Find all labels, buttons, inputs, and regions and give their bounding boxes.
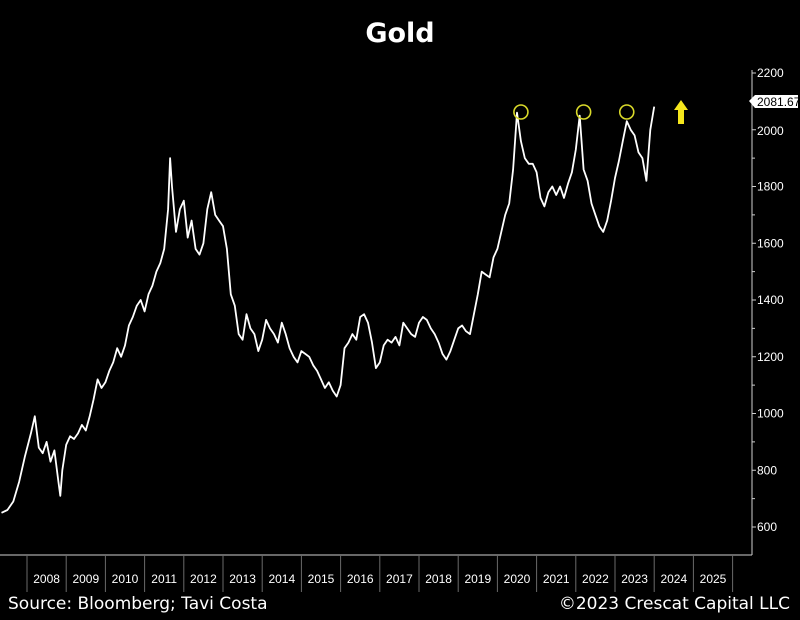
peak-annotations bbox=[513, 104, 635, 120]
last-value-tag: 2081.67 bbox=[749, 95, 800, 109]
peak-circle-icon bbox=[513, 104, 529, 120]
x-tick-label: 2016 bbox=[347, 572, 374, 586]
x-tick-label: 2025 bbox=[700, 572, 727, 586]
peak-circle-icon bbox=[618, 104, 635, 120]
x-tick-label: 2013 bbox=[229, 572, 256, 586]
chart-title: Gold bbox=[365, 18, 435, 49]
y-tick-label: 1600 bbox=[757, 236, 784, 250]
source-note: Source: Bloomberg; Tavi Costa bbox=[8, 594, 268, 614]
x-tick-label: 2012 bbox=[190, 572, 217, 586]
last-value-text: 2081.67 bbox=[757, 95, 800, 109]
y-axis-ticks: 600 800 1000 1200 1400 1600 1800 2000 2200 bbox=[752, 66, 784, 534]
x-tick-label: 2008 bbox=[33, 572, 60, 586]
x-tick-label: 2010 bbox=[112, 572, 139, 586]
copyright-note: ©2023 Crescat Capital LLC bbox=[558, 594, 790, 614]
y-tick-label: 2200 bbox=[757, 66, 784, 80]
y-tick-label: 1800 bbox=[757, 180, 784, 194]
y-tick-label: 600 bbox=[757, 520, 777, 534]
x-axis-ticks: 2008 2009 2010 2011 2012 2013 2014 2015 2016 2017… bbox=[26, 555, 734, 592]
gold-price-line bbox=[1, 106, 656, 514]
y-tick-label: 1200 bbox=[757, 350, 784, 364]
x-tick-label: 2024 bbox=[660, 572, 687, 586]
up-arrow-icon bbox=[674, 100, 688, 124]
y-tick-label: 800 bbox=[757, 463, 777, 477]
x-tick-label: 2022 bbox=[582, 572, 609, 586]
x-tick-label: 2014 bbox=[268, 572, 295, 586]
x-tick-label: 2009 bbox=[72, 572, 99, 586]
y-tick-label: 1400 bbox=[757, 293, 784, 307]
x-tick-label: 2015 bbox=[308, 572, 335, 586]
x-tick-label: 2011 bbox=[151, 572, 177, 586]
x-tick-label: 2018 bbox=[425, 572, 452, 586]
x-tick-label: 2020 bbox=[504, 572, 531, 586]
x-tick-label: 2019 bbox=[464, 572, 491, 586]
peak-circle-icon bbox=[575, 104, 592, 120]
x-tick-label: 2023 bbox=[621, 572, 648, 586]
y-tick-label: 2000 bbox=[757, 124, 784, 138]
y-tick-label: 1000 bbox=[757, 407, 784, 421]
x-tick-label: 2017 bbox=[386, 572, 413, 586]
x-tick-label: 2021 bbox=[543, 572, 570, 586]
